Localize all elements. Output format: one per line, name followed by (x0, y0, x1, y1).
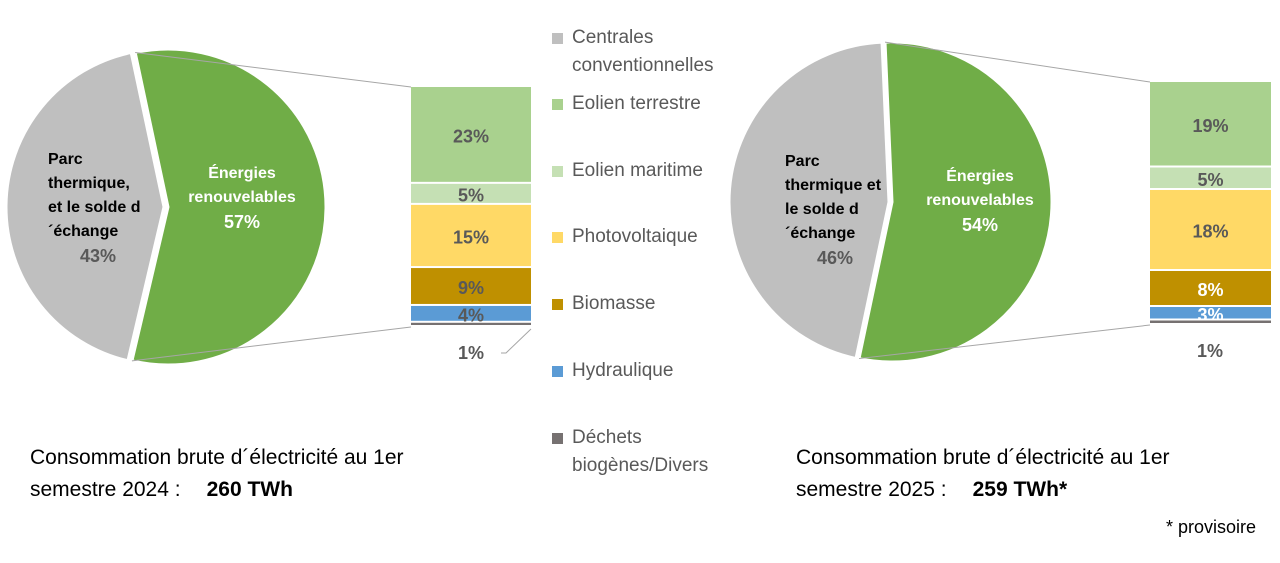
bar-data-label: 5% (1197, 170, 1223, 190)
bar-segment-hydraulique (411, 305, 531, 321)
legend-item: Centrales conventionnelles (552, 24, 742, 80)
bar-data-label: 3% (1197, 305, 1223, 325)
legend-item: Biomasse (552, 290, 655, 318)
legend-swatch (552, 433, 563, 444)
pie-slice-thermal (4, 50, 166, 363)
bar-segment-biomasse (411, 268, 531, 304)
legend-item: Hydraulique (552, 357, 673, 385)
footnote: * provisoire (1165, 517, 1256, 537)
legend-swatch (552, 299, 563, 310)
legend-swatch (552, 33, 563, 44)
pie-slice-renewables (857, 40, 1054, 364)
connector-line (884, 41, 1151, 83)
connector-line (858, 324, 1151, 360)
connector-line (135, 51, 412, 88)
bar-data-label: 18% (1192, 222, 1228, 242)
pie-slice-renewables (130, 47, 328, 367)
legend-swatch (552, 366, 563, 377)
caption-2024: Consommation brute d´électricité au 1er … (30, 446, 404, 501)
bar-segment-biomasse (1150, 271, 1271, 305)
legend-swatch (552, 232, 563, 243)
bar-data-label: 19% (1192, 116, 1228, 136)
bar-segment-eolien-maritime (411, 183, 531, 203)
pie-label-renewables-2024: Énergies renouvelables 57% (188, 165, 296, 232)
legend-swatch (552, 166, 563, 177)
legend-swatch (552, 99, 563, 110)
leader-line (501, 328, 532, 354)
bar-segment-photovoltaique (411, 204, 531, 267)
bar-segment-d-chets-biog-nes-divers (1150, 320, 1271, 323)
bar-data-label: 4% (458, 305, 484, 325)
bar-data-label: 9% (458, 278, 484, 298)
bar-data-label: 8% (1197, 280, 1223, 300)
bar-segment-d-chets-biog-nes-divers (411, 322, 531, 325)
legend-item: Eolien maritime (552, 157, 703, 185)
pie-slice-thermal (727, 40, 891, 361)
bar-data-label: 1% (1197, 341, 1223, 361)
bar-data-label: 15% (453, 227, 489, 247)
pie-label-renewables-2025: Énergies renouvelables 54% (926, 168, 1034, 235)
bar-data-label: 1% (458, 343, 484, 363)
bar-data-label: 5% (458, 185, 484, 205)
legend-item: Déchets biogènes/Divers (552, 424, 742, 480)
legend-item: Eolien terrestre (552, 90, 701, 118)
bar-segment-eolien-terrestre (1150, 82, 1271, 166)
connector-line (131, 326, 412, 362)
bar-data-label: 23% (453, 126, 489, 146)
bar-segment-eolien-maritime (1150, 167, 1271, 188)
legend-item: Photovoltaique (552, 223, 698, 251)
pie-label-thermal-2025: Parc thermique et le solde d´échange 46% (785, 153, 882, 268)
bar-segment-photovoltaique (1150, 190, 1271, 269)
bar-segment-hydraulique (1150, 307, 1271, 319)
bar-segment-eolien-terrestre (411, 87, 531, 182)
caption-2025: Consommation brute d´électricité au 1er … (796, 446, 1170, 501)
pie-label-thermal-2024: Parc thermique, et le solde d´échange 43% (48, 151, 141, 266)
